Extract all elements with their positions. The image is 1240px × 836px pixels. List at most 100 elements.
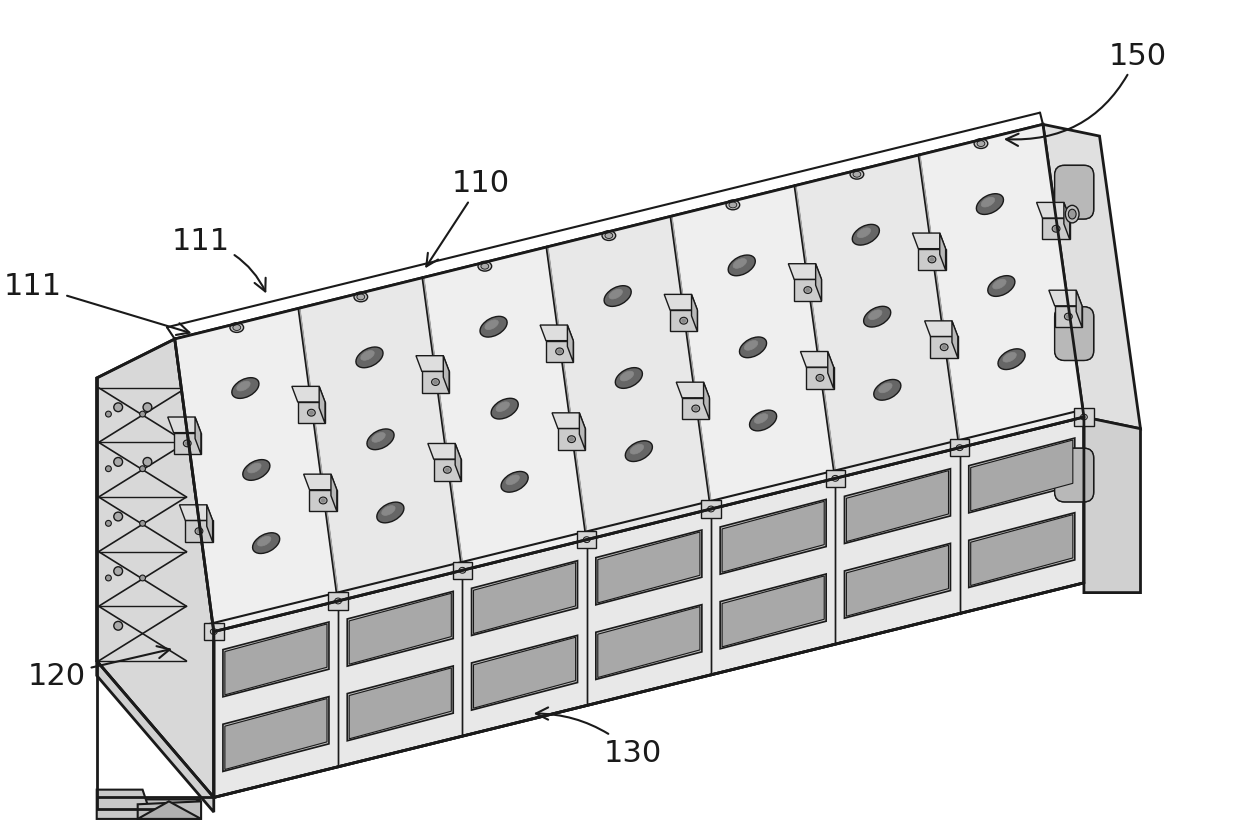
Ellipse shape bbox=[377, 502, 404, 523]
Polygon shape bbox=[138, 802, 201, 819]
Ellipse shape bbox=[253, 533, 280, 553]
Polygon shape bbox=[474, 638, 575, 708]
Polygon shape bbox=[299, 278, 463, 601]
Ellipse shape bbox=[568, 436, 575, 443]
Polygon shape bbox=[579, 413, 585, 451]
Ellipse shape bbox=[114, 567, 123, 576]
Ellipse shape bbox=[496, 402, 510, 412]
Polygon shape bbox=[676, 383, 709, 398]
Polygon shape bbox=[428, 444, 461, 460]
Polygon shape bbox=[596, 530, 702, 605]
Ellipse shape bbox=[432, 380, 439, 386]
Polygon shape bbox=[423, 247, 587, 571]
Ellipse shape bbox=[319, 497, 327, 504]
Ellipse shape bbox=[729, 203, 737, 209]
Ellipse shape bbox=[237, 382, 250, 391]
Ellipse shape bbox=[998, 349, 1025, 370]
Ellipse shape bbox=[140, 575, 145, 581]
Polygon shape bbox=[97, 790, 153, 819]
Polygon shape bbox=[347, 666, 454, 741]
Ellipse shape bbox=[857, 228, 870, 238]
Ellipse shape bbox=[852, 225, 879, 246]
Ellipse shape bbox=[744, 341, 758, 351]
Polygon shape bbox=[180, 505, 212, 521]
Ellipse shape bbox=[143, 404, 151, 412]
Polygon shape bbox=[1049, 291, 1083, 307]
Polygon shape bbox=[350, 594, 451, 665]
Ellipse shape bbox=[975, 140, 988, 150]
Ellipse shape bbox=[258, 537, 270, 547]
Polygon shape bbox=[1084, 417, 1141, 593]
Ellipse shape bbox=[367, 430, 394, 450]
Polygon shape bbox=[722, 502, 825, 573]
Ellipse shape bbox=[185, 442, 190, 446]
Ellipse shape bbox=[480, 317, 507, 338]
Ellipse shape bbox=[708, 507, 714, 512]
Polygon shape bbox=[1055, 307, 1083, 328]
Polygon shape bbox=[97, 339, 213, 798]
Ellipse shape bbox=[372, 433, 386, 443]
Polygon shape bbox=[298, 402, 325, 424]
Polygon shape bbox=[828, 352, 833, 389]
Ellipse shape bbox=[692, 405, 699, 412]
Ellipse shape bbox=[233, 325, 241, 331]
Ellipse shape bbox=[248, 464, 262, 473]
Polygon shape bbox=[541, 326, 573, 341]
Polygon shape bbox=[434, 460, 461, 481]
Ellipse shape bbox=[806, 289, 810, 293]
FancyBboxPatch shape bbox=[1055, 308, 1094, 361]
Ellipse shape bbox=[140, 521, 145, 527]
Text: 120: 120 bbox=[27, 646, 170, 691]
Ellipse shape bbox=[868, 310, 882, 320]
Polygon shape bbox=[471, 561, 578, 635]
Ellipse shape bbox=[976, 195, 1003, 215]
Ellipse shape bbox=[105, 466, 112, 472]
Polygon shape bbox=[1043, 125, 1141, 429]
Polygon shape bbox=[291, 387, 325, 402]
Ellipse shape bbox=[308, 410, 315, 416]
Ellipse shape bbox=[211, 629, 217, 635]
Polygon shape bbox=[925, 322, 957, 337]
Polygon shape bbox=[971, 515, 1073, 586]
Polygon shape bbox=[174, 433, 201, 455]
Ellipse shape bbox=[569, 438, 574, 441]
Polygon shape bbox=[847, 472, 949, 542]
Ellipse shape bbox=[583, 537, 590, 543]
Ellipse shape bbox=[105, 521, 112, 527]
Ellipse shape bbox=[874, 380, 901, 400]
Ellipse shape bbox=[310, 411, 314, 415]
Polygon shape bbox=[471, 635, 578, 711]
Polygon shape bbox=[794, 280, 821, 302]
Polygon shape bbox=[816, 264, 821, 302]
Polygon shape bbox=[950, 440, 970, 457]
Polygon shape bbox=[722, 576, 825, 647]
Polygon shape bbox=[558, 429, 585, 451]
Ellipse shape bbox=[604, 287, 631, 307]
Polygon shape bbox=[304, 475, 337, 490]
Polygon shape bbox=[319, 387, 325, 424]
Ellipse shape bbox=[114, 512, 123, 522]
Ellipse shape bbox=[243, 460, 270, 481]
Polygon shape bbox=[702, 501, 720, 518]
Text: 111: 111 bbox=[171, 227, 265, 292]
Polygon shape bbox=[1074, 409, 1094, 426]
Ellipse shape bbox=[184, 441, 191, 447]
Polygon shape bbox=[665, 295, 697, 311]
Ellipse shape bbox=[977, 141, 985, 147]
Ellipse shape bbox=[491, 399, 518, 420]
Polygon shape bbox=[1037, 203, 1070, 219]
Polygon shape bbox=[692, 295, 697, 332]
Ellipse shape bbox=[1066, 315, 1070, 319]
Polygon shape bbox=[133, 799, 201, 816]
Polygon shape bbox=[919, 125, 1084, 448]
Ellipse shape bbox=[382, 506, 396, 516]
Ellipse shape bbox=[804, 288, 812, 294]
Ellipse shape bbox=[928, 257, 936, 263]
Ellipse shape bbox=[680, 318, 688, 324]
Polygon shape bbox=[223, 622, 329, 697]
Text: 111: 111 bbox=[4, 272, 190, 335]
Ellipse shape bbox=[445, 468, 449, 472]
Polygon shape bbox=[175, 309, 339, 632]
Ellipse shape bbox=[620, 372, 634, 381]
Polygon shape bbox=[415, 356, 449, 372]
